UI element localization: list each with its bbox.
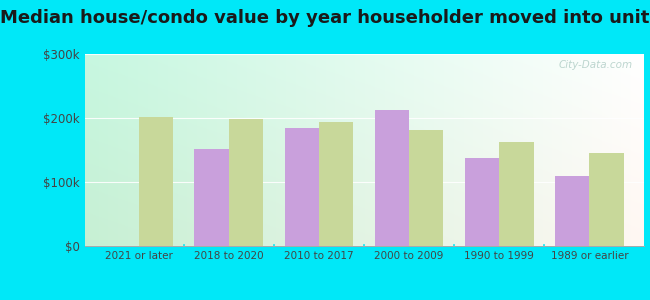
Bar	[465, 158, 499, 246]
Text: Median house/condo value by year householder moved into unit: Median house/condo value by year househo…	[0, 9, 650, 27]
Bar	[555, 176, 590, 246]
Bar	[229, 119, 263, 246]
Bar	[499, 142, 534, 246]
Bar	[285, 128, 319, 246]
Bar	[319, 122, 353, 246]
Text: City-Data.com: City-Data.com	[558, 60, 632, 70]
Bar	[375, 110, 409, 246]
Bar	[590, 153, 623, 246]
Bar	[194, 149, 229, 246]
Bar	[138, 117, 173, 246]
Bar	[409, 130, 443, 246]
